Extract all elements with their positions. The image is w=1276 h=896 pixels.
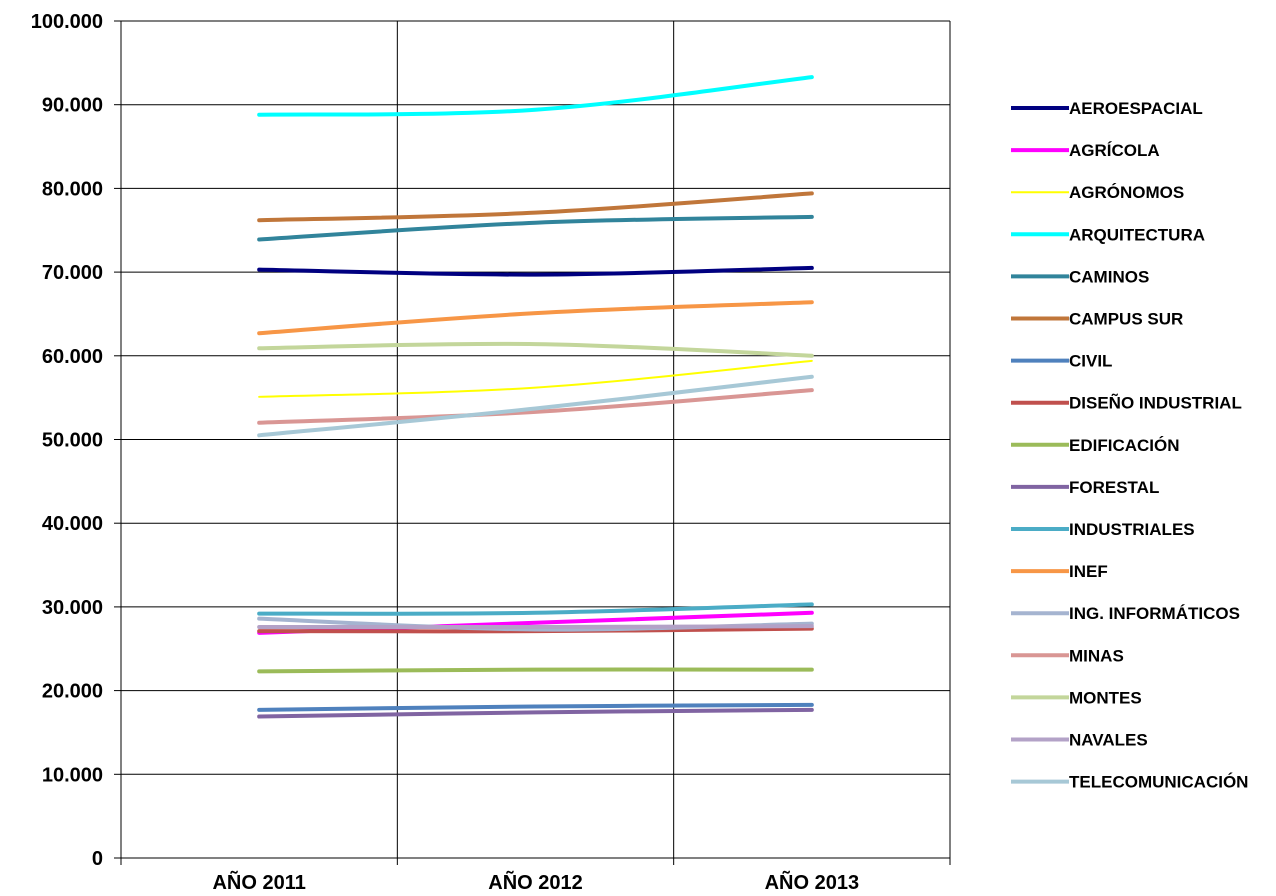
legend-label: INEF [1069, 562, 1108, 581]
y-tick-label: 50.000 [42, 430, 103, 452]
legend-label: NAVALES [1069, 731, 1148, 750]
legend-label: INDUSTRIALES [1069, 520, 1195, 539]
legend-label: EDIFICACIÓN [1069, 436, 1180, 455]
legend-label: CAMPUS SUR [1069, 310, 1183, 329]
series-line-14 [257, 341, 814, 358]
legend-label: ING. INFORMÁTICOS [1069, 604, 1240, 623]
y-tick-label: 40.000 [42, 513, 103, 535]
legend-label: CAMINOS [1069, 267, 1149, 286]
x-tick-label: AÑO 2013 [765, 871, 860, 894]
series-line-11 [257, 300, 814, 336]
y-tick-label: 0 [92, 848, 103, 870]
legend: AEROESPACIAL AGRÍCOLA AGRÓNOMOS ARQUITECTUR… [1011, 99, 1248, 792]
y-tick-label: 20.000 [42, 681, 103, 703]
legend-label: MONTES [1069, 688, 1142, 707]
series-line-5 [257, 191, 814, 223]
y-tick-label: 80.000 [42, 178, 103, 200]
legend-label: DISEÑO INDUSTRIAL [1069, 393, 1242, 413]
y-tick-label: 90.000 [42, 95, 103, 117]
series-line-15 [257, 624, 814, 630]
legend-label: AEROESPACIAL [1069, 99, 1203, 118]
series-line-3 [257, 75, 814, 117]
series-line-16 [257, 374, 814, 438]
y-tick-label: 10.000 [42, 764, 103, 786]
legend-label: ARQUITECTURA [1069, 225, 1205, 244]
series-lines [257, 75, 814, 719]
series-line-13 [257, 388, 814, 425]
legend-label: AGRÍCOLA [1069, 141, 1160, 160]
legend-label: AGRÓNOMOS [1069, 183, 1184, 202]
series-line-9 [257, 707, 814, 719]
legend-label: FORESTAL [1069, 478, 1159, 497]
x-tick-label: AÑO 2012 [488, 871, 583, 894]
series-line-0 [257, 265, 814, 277]
y-tick-label: 70.000 [42, 262, 103, 284]
series-line-8 [257, 667, 814, 674]
y-tick-label: 30.000 [42, 597, 103, 619]
y-tick-label: 100.000 [31, 11, 103, 33]
legend-label: TELECOMUNICACIÓN [1069, 773, 1248, 792]
legend-label: CIVIL [1069, 352, 1112, 371]
axes: 0 10.000 20.000 30.000 40.000 50.000 60.000 70.… [31, 11, 951, 894]
series-line-10 [257, 602, 814, 616]
legend-label: MINAS [1069, 646, 1124, 665]
series-line-6 [257, 702, 814, 712]
y-tick-label: 60.000 [42, 346, 103, 368]
series-line-4 [257, 214, 814, 242]
x-tick-label: AÑO 2011 [212, 871, 305, 894]
series-line-2 [258, 359, 813, 398]
gridlines [121, 20, 951, 858]
